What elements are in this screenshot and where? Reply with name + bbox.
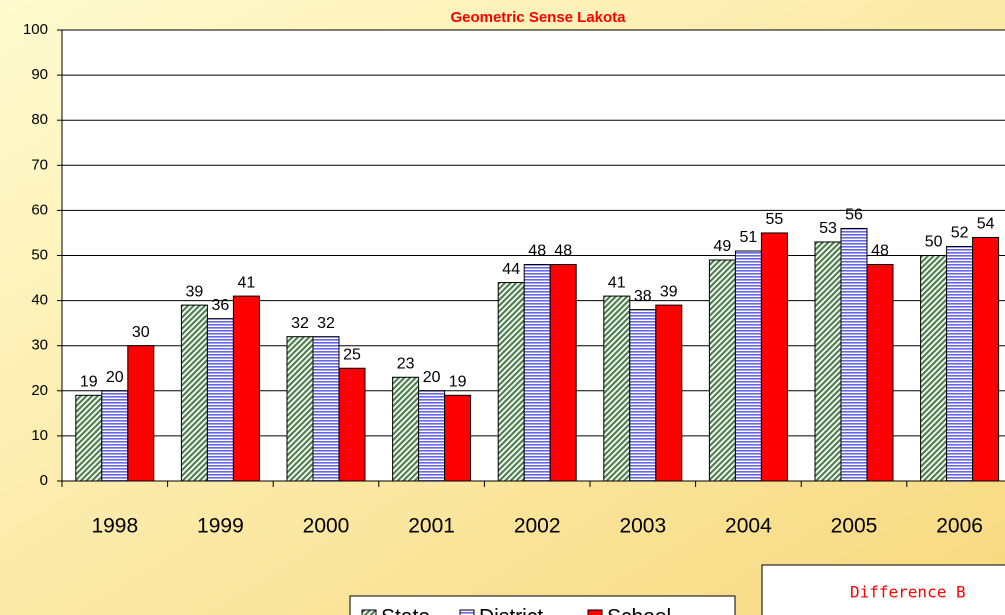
value-label: 48 bbox=[871, 243, 889, 260]
value-label: 20 bbox=[106, 369, 124, 386]
bar bbox=[946, 245, 974, 482]
x-tick-label: 2004 bbox=[725, 515, 772, 538]
value-label: 41 bbox=[238, 274, 256, 291]
x-tick-label: 2005 bbox=[831, 515, 878, 538]
bars: 19 20 30 39 36 41 32 32 25 23 20 19 44 48 48 41 38 39 49 51… bbox=[75, 207, 1000, 482]
value-label: 50 bbox=[925, 234, 943, 251]
bar bbox=[392, 376, 420, 482]
y-tick-label: 20 bbox=[31, 382, 48, 399]
annotation: Difference B bbox=[850, 583, 966, 602]
bar bbox=[523, 264, 551, 482]
value-label: 39 bbox=[186, 283, 204, 300]
y-tick-label: 40 bbox=[31, 292, 48, 309]
value-label: 55 bbox=[766, 211, 784, 228]
y-tick-label: 70 bbox=[31, 156, 48, 173]
value-label: 56 bbox=[845, 207, 863, 224]
bar bbox=[418, 390, 446, 482]
legend-swatch bbox=[459, 609, 475, 615]
bar bbox=[549, 264, 577, 482]
bar bbox=[444, 394, 472, 482]
value-label: 49 bbox=[714, 238, 732, 255]
value-label: 52 bbox=[951, 225, 969, 242]
bar bbox=[708, 259, 736, 482]
value-label: 44 bbox=[502, 261, 520, 278]
y-tick-label: 90 bbox=[31, 66, 48, 83]
legend bbox=[349, 595, 736, 615]
y-tick-label: 80 bbox=[31, 111, 48, 128]
bar bbox=[734, 250, 762, 482]
bar bbox=[814, 241, 842, 482]
x-tick-label: 1999 bbox=[197, 515, 244, 538]
value-label: 53 bbox=[819, 220, 837, 237]
bar bbox=[180, 304, 208, 482]
legend-label: State bbox=[381, 606, 430, 615]
legend-label: School bbox=[607, 606, 671, 615]
bar bbox=[866, 264, 894, 482]
x-tick-label: 2003 bbox=[619, 515, 666, 538]
x-tick-label: 2002 bbox=[514, 515, 561, 538]
value-label: 54 bbox=[977, 216, 995, 233]
value-label: 19 bbox=[449, 374, 467, 391]
bar bbox=[920, 255, 948, 482]
chart-title: Geometric Sense Lakota bbox=[450, 9, 626, 26]
bar bbox=[655, 304, 683, 482]
bar bbox=[232, 295, 260, 482]
bar bbox=[312, 336, 340, 482]
y-tick-label: 0 bbox=[40, 472, 48, 489]
bar bbox=[840, 227, 868, 482]
value-label: 48 bbox=[554, 243, 572, 260]
value-label: 38 bbox=[634, 288, 652, 305]
value-label: 48 bbox=[528, 243, 546, 260]
bar bbox=[101, 390, 129, 482]
bar bbox=[338, 367, 366, 482]
value-label: 36 bbox=[212, 297, 230, 314]
value-label: 23 bbox=[397, 355, 415, 372]
bar bbox=[629, 309, 657, 482]
value-label: 51 bbox=[740, 229, 758, 246]
y-tick-label: 30 bbox=[31, 337, 48, 354]
bar bbox=[206, 318, 234, 482]
legend-swatch bbox=[587, 609, 603, 615]
value-label: 39 bbox=[660, 283, 678, 300]
value-label: 41 bbox=[608, 274, 626, 291]
bar bbox=[760, 232, 788, 482]
bar bbox=[972, 236, 1000, 482]
y-tick-label: 100 bbox=[23, 21, 48, 38]
x-tick-label: 2001 bbox=[408, 515, 455, 538]
legend-swatch bbox=[361, 609, 377, 615]
value-label: 32 bbox=[291, 315, 309, 332]
value-label: 30 bbox=[132, 324, 150, 341]
bar bbox=[75, 394, 103, 482]
bar bbox=[603, 295, 631, 482]
y-tick-label: 50 bbox=[31, 246, 48, 263]
value-label: 32 bbox=[317, 315, 335, 332]
annotation-box bbox=[761, 564, 1005, 615]
x-tick-label: 2006 bbox=[936, 515, 983, 538]
bar bbox=[286, 336, 314, 482]
x-tick-label: 2000 bbox=[303, 515, 350, 538]
value-label: 19 bbox=[80, 374, 98, 391]
value-label: 20 bbox=[423, 369, 441, 386]
x-tick-label: 1998 bbox=[91, 515, 138, 538]
bar bbox=[497, 282, 525, 482]
bar bbox=[127, 345, 155, 482]
legend-label: District bbox=[479, 606, 543, 615]
y-tick-label: 60 bbox=[31, 201, 48, 218]
y-tick-label: 10 bbox=[31, 427, 48, 444]
value-label: 25 bbox=[343, 346, 361, 363]
